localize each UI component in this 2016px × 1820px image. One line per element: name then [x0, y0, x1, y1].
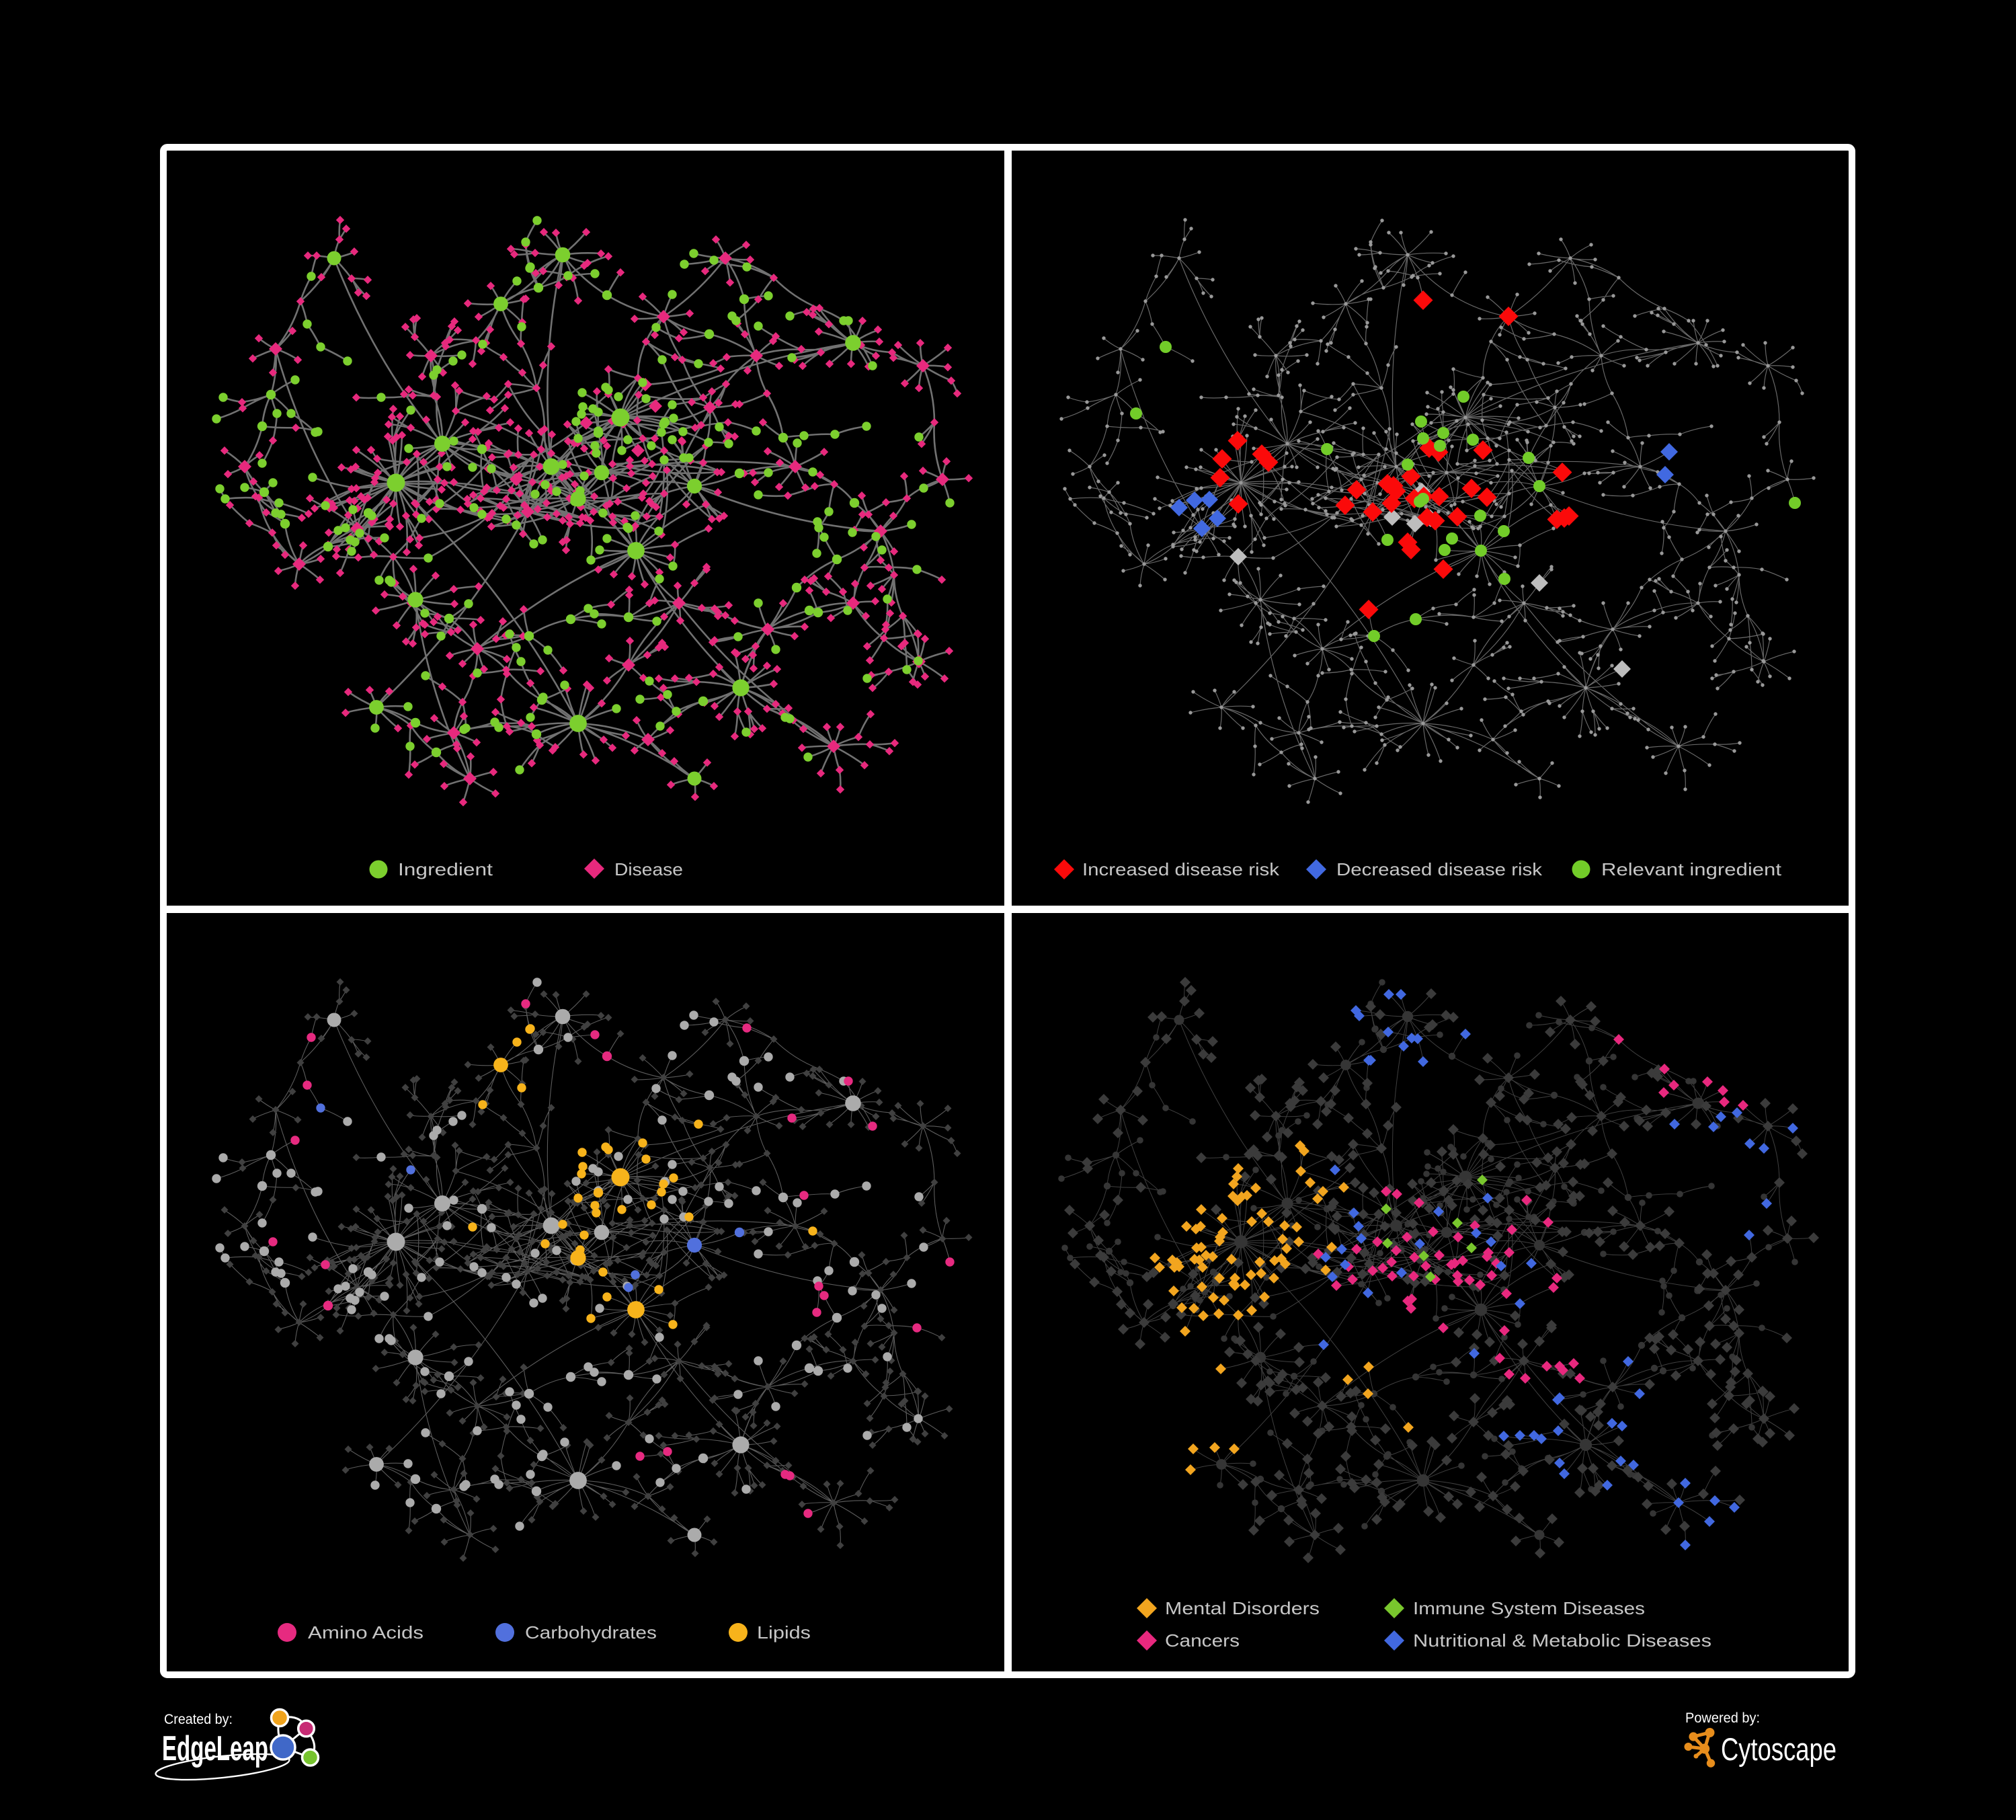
svg-text:Cytoscape: Cytoscape	[1721, 1731, 1837, 1767]
svg-text:Cancers: Cancers	[1165, 1630, 1240, 1651]
svg-text:EdgeLeap: EdgeLeap	[162, 1729, 268, 1768]
svg-text:Nutritional & Metabolic Diseas: Nutritional & Metabolic Diseases	[1413, 1630, 1711, 1651]
svg-text:Decreased disease risk: Decreased disease risk	[1336, 859, 1543, 879]
svg-text:Relevant ingredient: Relevant ingredient	[1601, 859, 1782, 879]
svg-text:Carbohydrates: Carbohydrates	[525, 1622, 657, 1643]
svg-text:Disease: Disease	[614, 859, 683, 879]
svg-text:Ingredient: Ingredient	[398, 859, 493, 879]
svg-text:Amino Acids: Amino Acids	[308, 1622, 424, 1643]
svg-text:Created by:: Created by:	[164, 1712, 233, 1727]
svg-text:Lipids: Lipids	[757, 1622, 811, 1643]
svg-text:Mental Disorders: Mental Disorders	[1165, 1598, 1320, 1618]
svg-text:Immune System Diseases: Immune System Diseases	[1413, 1598, 1645, 1618]
svg-text:Increased disease risk: Increased disease risk	[1082, 859, 1280, 879]
svg-text:Powered by:: Powered by:	[1685, 1710, 1760, 1726]
